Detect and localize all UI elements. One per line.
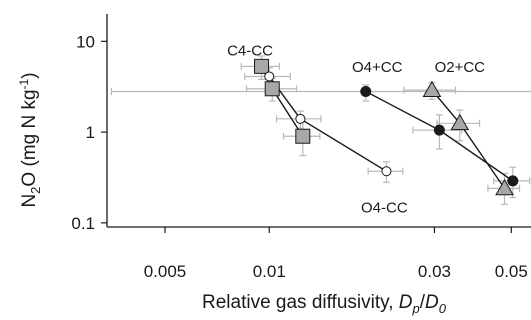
plot-area: 0.1 1 10 0.005 0.01 0.03 0.05 C4-CC O4+CC O2+CC O… <box>71 14 531 281</box>
o4-cc-point <box>295 113 306 124</box>
c4-cc-point <box>264 81 280 97</box>
o2plus-cc-point <box>450 113 470 131</box>
y-axis-title: N2O (mg N kg-1) <box>17 72 43 207</box>
c4-cc-point <box>295 128 311 144</box>
y-tick-label: 0.1 <box>71 214 95 233</box>
x-tick-label: 0.005 <box>144 262 187 281</box>
o2plus-cc-line <box>431 89 506 189</box>
o4-cc-point <box>381 166 392 177</box>
o4-cc-point <box>264 71 275 82</box>
y-tick-label: 10 <box>76 32 95 51</box>
o4plus-cc-point <box>360 85 372 97</box>
x-tick-label: 0.01 <box>253 262 286 281</box>
series-markers <box>254 58 519 196</box>
o2plus-cc-annotation: O2+CC <box>435 59 486 76</box>
o4-cc-annotation: O4-CC <box>361 200 408 217</box>
y-tick-label: 1 <box>86 123 95 142</box>
o4plus-cc-point <box>507 175 519 187</box>
x-tick-label: 0.05 <box>495 262 528 281</box>
o4plus-cc-point <box>433 124 445 136</box>
x-axis-title: Relative gas diffusivity, Dp/D0 <box>202 292 447 316</box>
c4-cc-point <box>254 58 270 74</box>
o4plus-cc-annotation: O4+CC <box>352 59 403 76</box>
annotations: C4-CC O4+CC O2+CC O4-CC <box>227 42 485 216</box>
c4-cc-annotation: C4-CC <box>227 42 273 59</box>
o2plus-cc-point <box>422 80 442 97</box>
o2plus-cc-point <box>495 178 514 196</box>
x-tick-label: 0.03 <box>418 262 451 281</box>
ticks: 0.1 1 10 0.005 0.01 0.03 0.05 <box>71 32 527 281</box>
